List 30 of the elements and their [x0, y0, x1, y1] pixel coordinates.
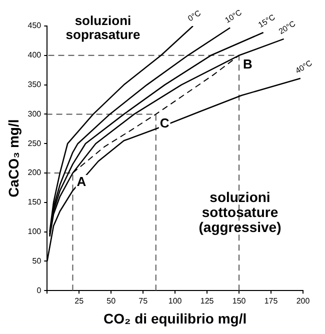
text: 40°C	[294, 58, 314, 76]
y-tick-label: 100	[28, 227, 42, 236]
x-tick-label: 200	[296, 296, 310, 306]
y-tick-label: 150	[28, 198, 42, 207]
x-tick-label: 125	[200, 296, 214, 306]
annotation: B	[243, 56, 252, 72]
text: 0°C	[186, 8, 203, 24]
y-tick-label: 350	[28, 80, 42, 90]
y-tick-label: 400	[28, 50, 42, 60]
text: 15°C	[256, 12, 277, 30]
y-tick-label: 200	[28, 168, 42, 178]
y-tick-label: 250	[28, 138, 42, 148]
x-tick-label: 25	[74, 296, 84, 306]
annotation: soluzioni sottosature (aggressive)	[198, 189, 282, 235]
y-tick-label: 0	[36, 286, 42, 295]
x-tick-label: 150	[232, 296, 246, 306]
x-tick-label: 175	[264, 296, 278, 306]
annotation: A	[76, 174, 87, 190]
y-tick-label: 300	[28, 109, 42, 118]
text: 20°C	[277, 18, 298, 36]
x-tick-label: 100	[168, 296, 182, 306]
y-axis-title: CaCO₃ mg/l	[5, 119, 22, 198]
y-tick-label: 50	[32, 256, 42, 266]
annotation: C	[160, 115, 170, 130]
x-axis-title: CO₂ di equilibrio mg/l	[104, 310, 247, 326]
y-tick-label: 450	[28, 21, 42, 30]
x-tick-label: 50	[106, 296, 116, 306]
x-tick-label: 75	[138, 296, 148, 306]
text: 10°C	[223, 8, 244, 25]
annotation: soluzioni soprasature	[64, 13, 142, 42]
